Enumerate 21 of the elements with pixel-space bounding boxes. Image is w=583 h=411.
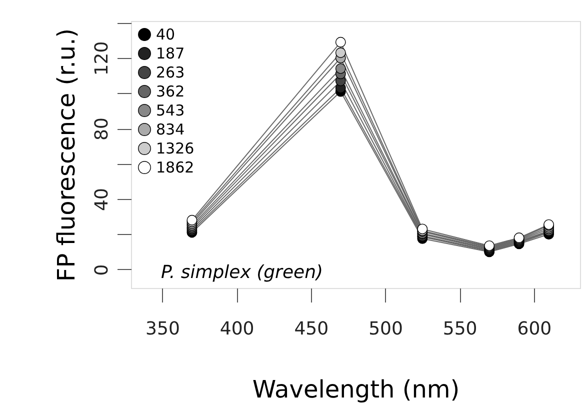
x-tick-label: 600 [517, 318, 552, 340]
legend-label: 1326 [156, 140, 194, 158]
legend-label: 1862 [156, 158, 194, 176]
y-tick-label: 0 [92, 264, 112, 276]
y-axis-title: FP fluorescence (r.u.) [52, 28, 80, 282]
legend-label: 40 [156, 26, 176, 44]
legend-label: 263 [156, 64, 185, 82]
x-axis-title: Wavelength (nm) [252, 376, 460, 404]
x-tick-label: 500 [368, 318, 403, 340]
y-tick-label: 80 [92, 118, 112, 140]
legend-label: 543 [156, 102, 185, 120]
legend-label: 834 [156, 120, 185, 138]
x-tick-label: 400 [220, 318, 254, 340]
x-tick-label: 550 [442, 318, 478, 340]
x-tick-label: 450 [294, 318, 329, 340]
y-tick-label: 40 [92, 188, 112, 211]
annotation: P. simplex (green) [161, 262, 324, 283]
y-tick-label: 120 [92, 41, 112, 76]
legend-label: 187 [156, 44, 185, 62]
x-tick-label: 350 [146, 318, 180, 340]
legend-label: 362 [156, 82, 185, 100]
